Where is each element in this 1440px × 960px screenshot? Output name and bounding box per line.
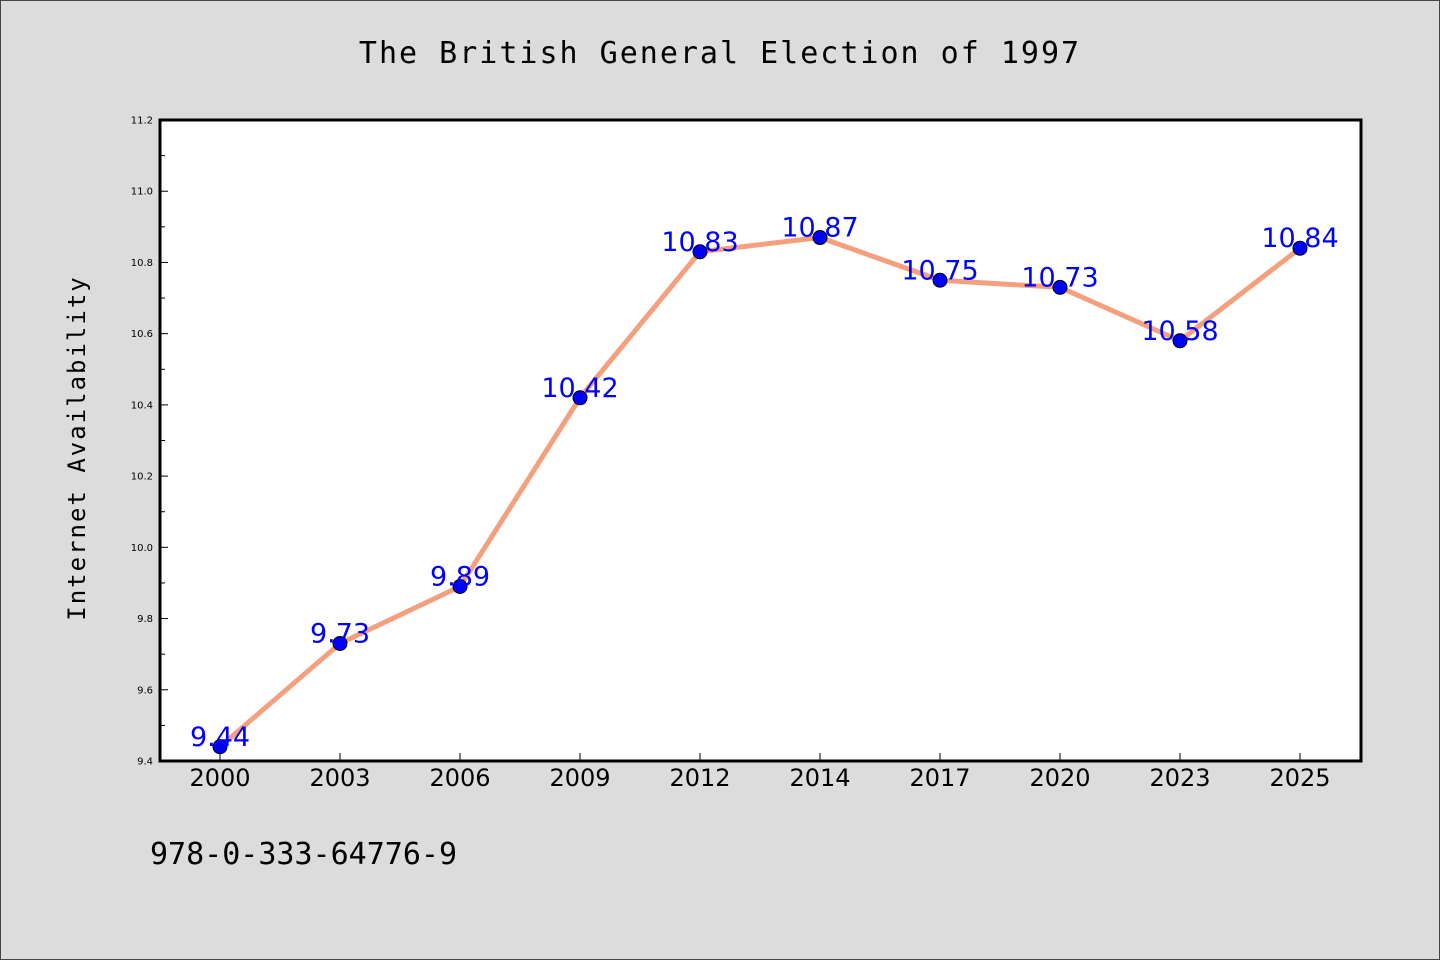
data-point-label: 9.89 (430, 562, 490, 593)
data-point-marker (1172, 333, 1188, 349)
y-tick-label: 10.8 (131, 258, 153, 269)
x-tick-label: 2000 (189, 764, 250, 792)
y-axis-ticks: 9.4 9.6 9.8 10.0 10.2 10.4 10.6 10.8 11.0 11.2 (131, 116, 168, 768)
x-axis-ticks: 2000 2003 2006 2009 2012 2014 2017 2020 2023 2025 (189, 753, 1331, 792)
chart-title: The British General Election of 1997 (359, 36, 1081, 71)
data-point-label: 10.58 (1141, 316, 1218, 347)
data-point-label: 10.73 (1021, 262, 1098, 293)
x-tick-label: 2006 (429, 764, 490, 792)
x-tick-label: 2009 (549, 764, 610, 792)
data-point-label: 9.44 (190, 722, 250, 753)
y-tick-label: 10.0 (131, 543, 153, 554)
y-tick-label: 11.0 (131, 187, 153, 198)
y-axis-label: Internet Availability (63, 275, 91, 620)
data-point-marker (1292, 240, 1308, 256)
x-tick-label: 2017 (909, 764, 970, 792)
series-line-group (218, 235, 1302, 749)
data-point-marker (1052, 279, 1068, 295)
data-point-marker (812, 230, 828, 246)
plot-area (158, 118, 1363, 763)
y-tick-label: 9.6 (137, 685, 153, 696)
y-tick-label: 11.2 (131, 116, 153, 127)
x-tick-label: 2003 (309, 764, 370, 792)
data-point-label: 10.84 (1261, 223, 1338, 254)
x-tick-label: 2012 (669, 764, 730, 792)
data-point-marker (692, 244, 708, 260)
data-point-marker (212, 739, 228, 755)
x-tick-label: 2014 (789, 764, 850, 792)
data-point-marker (932, 272, 948, 288)
data-point-label: 10.83 (661, 227, 738, 258)
data-point-label: 10.42 (541, 373, 618, 404)
footer-isbn-text: 978-0-333-64776-9 (150, 837, 457, 872)
x-tick-label: 2020 (1029, 764, 1090, 792)
y-tick-label: 9.8 (137, 614, 153, 625)
data-point-marker (452, 579, 468, 595)
x-tick-label: 2023 (1149, 764, 1210, 792)
data-point-marker (332, 635, 348, 651)
x-tick-label: 2025 (1269, 764, 1330, 792)
y-tick-label: 10.4 (131, 400, 153, 411)
y-tick-label: 10.2 (131, 472, 153, 483)
data-labels: 9.44 9.73 9.89 10.42 10.83 10.87 10.75 10.73 10.… (190, 213, 1339, 753)
series-line (218, 235, 1302, 749)
data-point-label: 9.73 (310, 618, 370, 649)
y-tick-label: 10.6 (131, 329, 153, 340)
data-point-label: 10.75 (901, 255, 978, 286)
y-tick-label: 9.4 (137, 757, 153, 768)
data-point-marker (572, 390, 588, 406)
series-markers (212, 230, 1308, 755)
data-point-label: 10.87 (781, 213, 858, 244)
